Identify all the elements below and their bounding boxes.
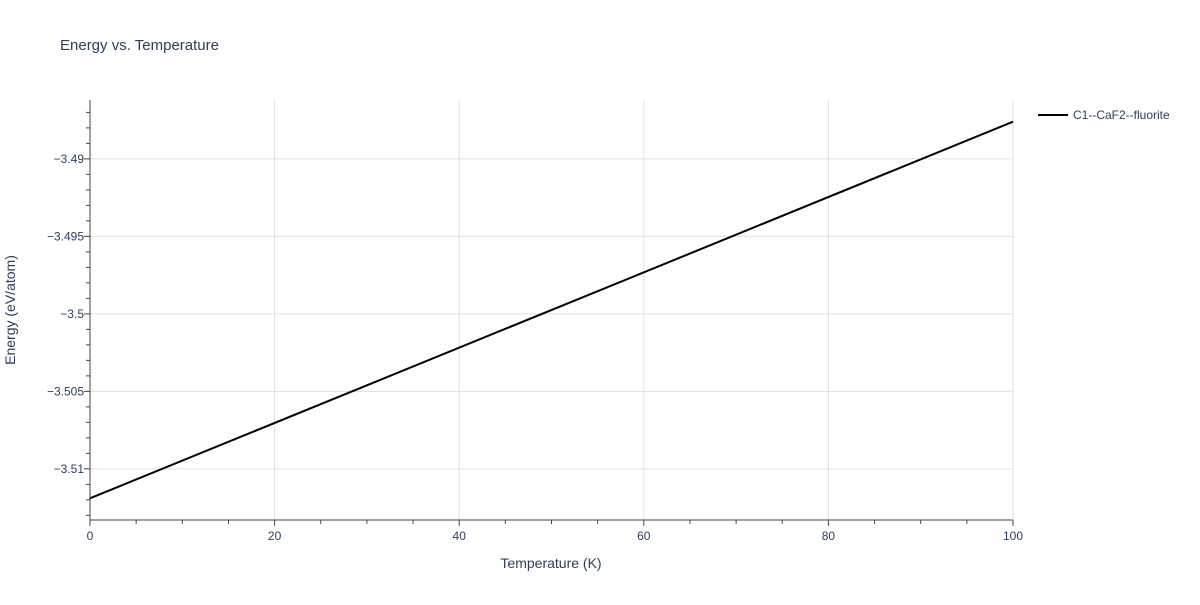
x-axis-label: Temperature (K) [500, 555, 601, 571]
legend-label: C1--CaF2--fluorite [1073, 108, 1170, 122]
y-axis-label: Energy (eV/atom) [2, 255, 18, 365]
x-tick-label: 0 [87, 529, 94, 543]
x-tick-label: 60 [637, 529, 651, 543]
x-tick-label: 100 [1003, 529, 1023, 543]
x-tick-label: 40 [453, 529, 467, 543]
y-tick-label: −3.5 [60, 307, 84, 321]
y-tick-label: −3.495 [47, 229, 84, 243]
y-tick-label: −3.51 [54, 462, 85, 476]
x-tick-label: 20 [268, 529, 282, 543]
y-tick-label: −3.505 [47, 384, 84, 398]
x-tick-label: 80 [822, 529, 836, 543]
chart-title: Energy vs. Temperature [60, 37, 219, 54]
legend[interactable]: C1--CaF2--fluorite [1038, 108, 1170, 122]
y-tick-label: −3.49 [54, 152, 85, 166]
series-line [89, 120, 1014, 500]
